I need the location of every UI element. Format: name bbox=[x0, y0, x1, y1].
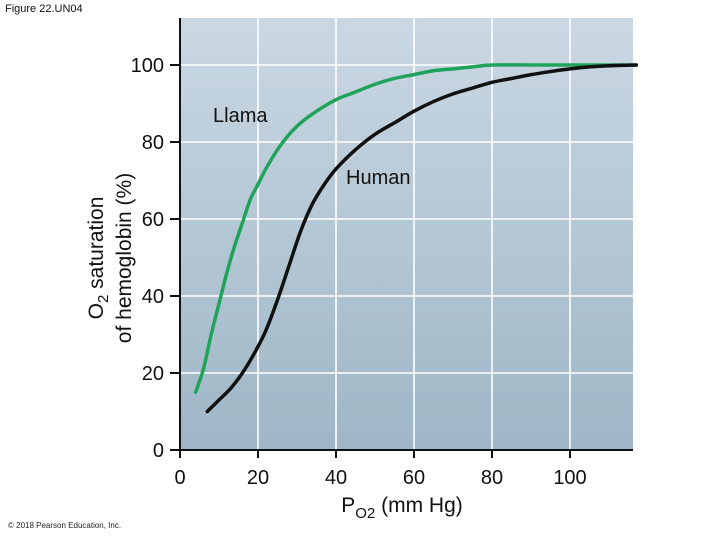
series-label-llama: Llama bbox=[213, 105, 268, 127]
x-axis-title: PO2 (mm Hg) bbox=[341, 494, 463, 522]
svg-text:O2 saturation: O2 saturation bbox=[85, 197, 112, 320]
y-tick-label: 100 bbox=[131, 55, 164, 77]
y-tick-label: 60 bbox=[142, 209, 164, 231]
y-axis-title-o: O bbox=[85, 303, 108, 319]
plot-area bbox=[180, 18, 633, 450]
x-tick-label: 80 bbox=[481, 467, 503, 489]
tick-marks bbox=[170, 18, 633, 458]
series-label-human: Human bbox=[346, 167, 410, 189]
x-axis-title-p: P bbox=[341, 494, 355, 517]
x-axis-title-sub: O2 bbox=[355, 505, 375, 522]
x-tick-label: 100 bbox=[553, 467, 586, 489]
y-axis-title-sub: 2 bbox=[95, 295, 112, 303]
y-tick-label: 80 bbox=[142, 132, 164, 154]
y-axis-title-rest: saturation bbox=[85, 197, 108, 295]
y-tick-label: 20 bbox=[142, 363, 164, 385]
y-tick-label: 0 bbox=[153, 440, 164, 462]
y-axis-title: O2 saturation of hemoglobin (%) bbox=[85, 173, 136, 343]
x-tick-label: 40 bbox=[325, 467, 347, 489]
series-line-human bbox=[205, 63, 639, 414]
series-line-llama bbox=[193, 63, 639, 394]
copyright-text: © 2018 Pearson Education, Inc. bbox=[8, 521, 122, 530]
x-tick-label: 0 bbox=[174, 467, 185, 489]
gridlines bbox=[180, 18, 633, 450]
x-axis-title-suffix: (mm Hg) bbox=[375, 494, 463, 517]
figure-label: Figure 22.UN04 bbox=[5, 3, 83, 15]
x-tick-label: 60 bbox=[403, 467, 425, 489]
x-tick-label: 20 bbox=[247, 467, 269, 489]
y-tick-label: 40 bbox=[142, 286, 164, 308]
y-axis-title-line2: of hemoglobin (%) bbox=[113, 173, 136, 343]
series-lines bbox=[193, 63, 639, 414]
